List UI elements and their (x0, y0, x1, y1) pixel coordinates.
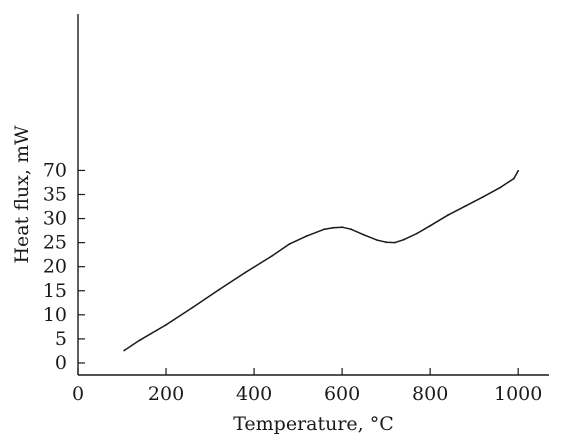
data-point (341, 226, 343, 229)
data-point (464, 205, 467, 208)
data-point (270, 255, 273, 257)
data-point (499, 186, 502, 189)
data-point (165, 324, 167, 326)
data-point (191, 306, 194, 309)
x-tick-label: 600 (324, 383, 360, 405)
data-point (123, 349, 126, 352)
y-tick-label: 0 (55, 352, 67, 374)
x-tick-label: 1000 (494, 383, 542, 405)
y-tick-label: 70 (43, 159, 67, 181)
data-point (363, 234, 365, 236)
data-point (332, 226, 335, 229)
data-point (416, 232, 418, 235)
data-point (138, 339, 141, 342)
data-point (402, 238, 405, 241)
x-axis-title: Temperature, °C (233, 413, 394, 435)
y-tick-label: 5 (55, 328, 67, 350)
y-tick-label: 35 (43, 184, 67, 206)
data-point (517, 170, 520, 172)
y-tick-label: 10 (43, 304, 67, 326)
data-point (429, 224, 431, 227)
x-tick-label: 200 (148, 383, 184, 405)
y-axis-title: Heat flux, mW (11, 125, 33, 264)
x-tick-label: 0 (72, 383, 84, 405)
data-point (306, 235, 308, 237)
data-point (350, 228, 352, 231)
data-point (446, 214, 449, 217)
data-point (482, 196, 484, 198)
data-point (288, 243, 291, 246)
y-tick-label: 30 (43, 208, 67, 230)
x-tick-label: 400 (236, 383, 272, 405)
y-tick-label: 15 (43, 280, 67, 302)
y-tick-label: 25 (43, 232, 67, 254)
series-line-0 (123, 170, 519, 352)
data-point (323, 228, 326, 231)
data-point (385, 241, 387, 244)
data-point (512, 177, 515, 180)
x-tick-label: 800 (412, 383, 448, 405)
data-point (218, 288, 220, 291)
data-point (394, 241, 396, 244)
data-point (376, 239, 379, 242)
data-point (244, 271, 247, 274)
y-tick-label: 20 (43, 256, 67, 278)
